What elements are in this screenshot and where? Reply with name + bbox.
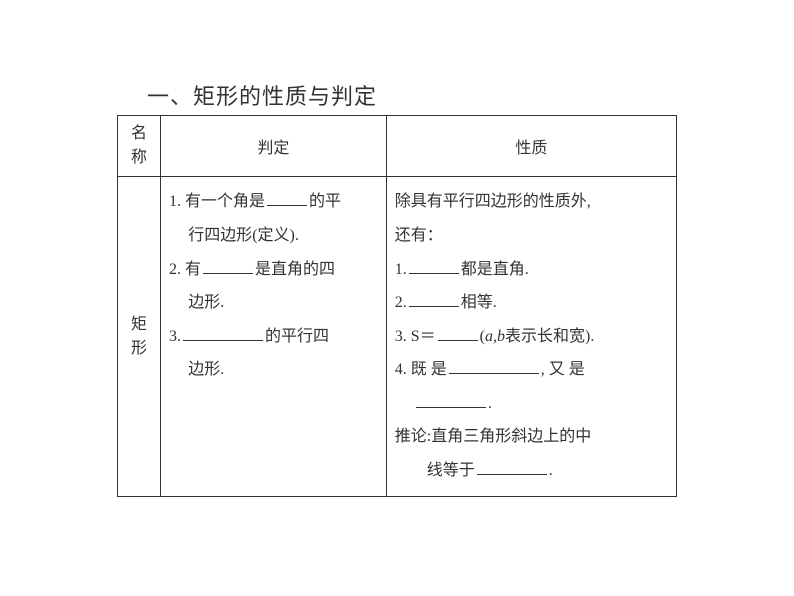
prop-line: 除具有平行四边形的性质外, — [395, 185, 668, 219]
document-container: 一、矩形的性质与判定 名称 判定 性质 矩 形 1. 有一个角是 的平 行四边形(… — [117, 79, 677, 496]
judge-line-cont: 边形. — [169, 286, 378, 320]
blank-fill — [409, 258, 459, 274]
text: 线等于 — [427, 462, 475, 479]
text: 都是直角. — [461, 261, 529, 278]
blank-fill — [203, 258, 253, 274]
prop-cell: 除具有平行四边形的性质外, 还有： 1. 都是直角. 2. 相等. 3. S＝(a,… — [386, 177, 676, 496]
text: 表示长和宽). — [505, 328, 594, 345]
text: 1. 有一个角是 — [169, 193, 265, 210]
header-prop: 性质 — [386, 116, 676, 177]
prop-line: 1. 都是直角. — [395, 253, 668, 287]
blank-fill — [438, 325, 478, 341]
text: 相等. — [461, 294, 497, 311]
text: 是直角的四 — [255, 261, 335, 278]
prop-line: 还有： — [395, 219, 668, 253]
header-judge: 判定 — [161, 116, 387, 177]
prop-line-cont: 线等于. — [395, 454, 668, 488]
judge-cell: 1. 有一个角是 的平 行四边形(定义). 2. 有 是直角的四 边形. 3. 的平行… — [161, 177, 387, 496]
prop-line: 推论:直角三角形斜边上的中 — [395, 420, 668, 454]
judge-line: 2. 有 是直角的四 — [169, 253, 378, 287]
judge-line-cont: 边形. — [169, 353, 378, 387]
prop-line: 2. 相等. — [395, 286, 668, 320]
row-name-char-1: 矩 — [126, 313, 152, 337]
blank-fill — [477, 459, 547, 475]
judge-line: 3. 的平行四 — [169, 320, 378, 354]
text: 3. — [169, 328, 181, 345]
text: . — [549, 462, 553, 479]
blank-fill — [267, 190, 307, 206]
var-a: a — [485, 328, 493, 345]
judge-line: 1. 有一个角是 的平 — [169, 185, 378, 219]
table-header-row: 名称 判定 性质 — [118, 116, 677, 177]
prop-line: 4. 既 是 , 又 是 — [395, 353, 668, 387]
var-b: b — [497, 328, 505, 345]
text: 4. 既 是 — [395, 361, 447, 378]
properties-table: 名称 判定 性质 矩 形 1. 有一个角是 的平 行四边形(定义). 2. 有 是直… — [117, 115, 677, 496]
header-name: 名称 — [118, 116, 161, 177]
text: 3. S＝ — [395, 328, 436, 345]
blank-fill — [409, 291, 459, 307]
text: 2. 有 — [169, 261, 201, 278]
text: , 又 是 — [541, 361, 585, 378]
judge-line-cont: 行四边形(定义). — [169, 219, 378, 253]
table-row: 矩 形 1. 有一个角是 的平 行四边形(定义). 2. 有 是直角的四 边形. 3… — [118, 177, 677, 496]
blank-fill — [449, 358, 539, 374]
row-name-char-2: 形 — [126, 337, 152, 361]
prop-line: 3. S＝(a,b表示长和宽). — [395, 320, 668, 354]
row-name-cell: 矩 形 — [118, 177, 161, 496]
text: 2. — [395, 294, 407, 311]
text: 的平行四 — [265, 328, 329, 345]
text: . — [488, 395, 492, 412]
blank-fill — [416, 392, 486, 408]
text: 的平 — [309, 193, 341, 210]
blank-fill — [183, 325, 263, 341]
prop-line-cont: . — [395, 387, 668, 421]
text: 1. — [395, 261, 407, 278]
section-title: 一、矩形的性质与判定 — [117, 79, 677, 111]
